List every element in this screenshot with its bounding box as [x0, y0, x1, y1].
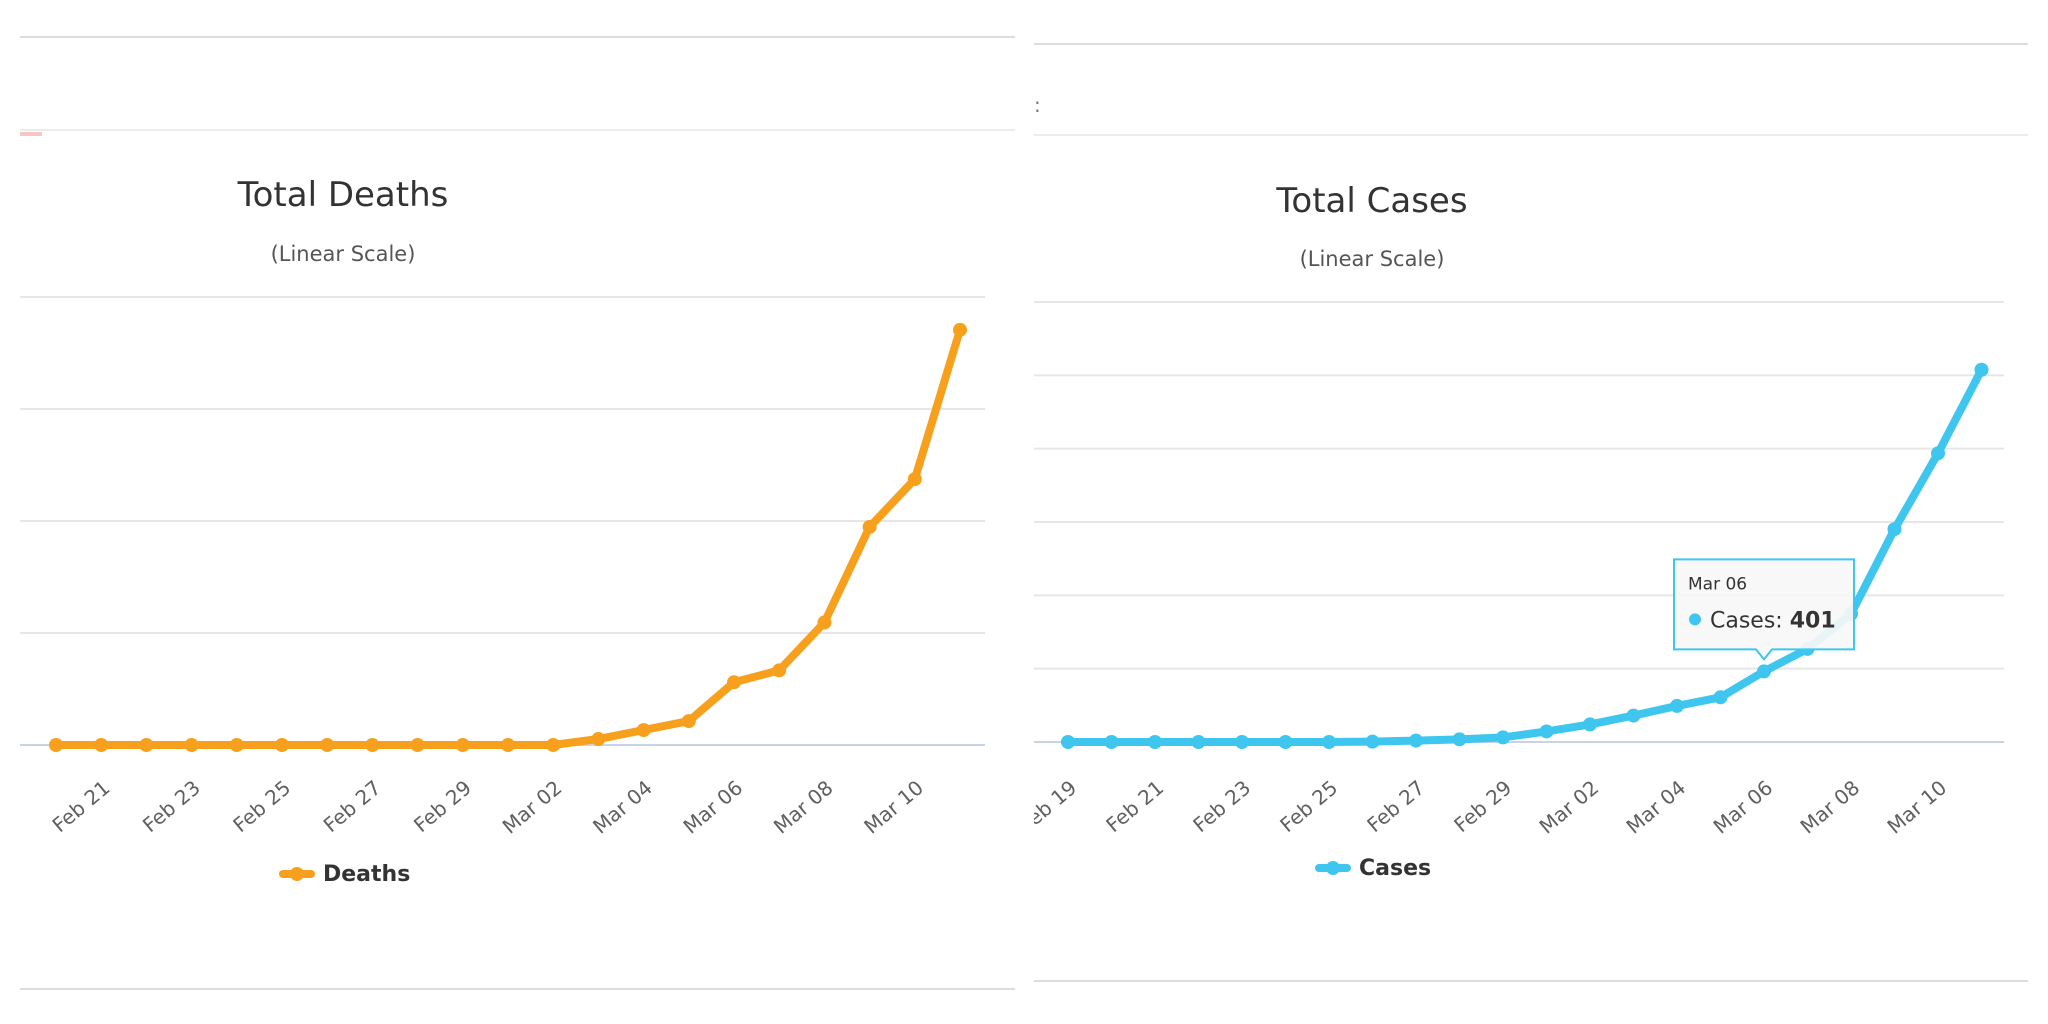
data-point[interactable] [1452, 732, 1467, 747]
data-point[interactable] [681, 714, 696, 729]
x-tick-label: Mar 04 [1622, 775, 1691, 838]
data-point[interactable] [1496, 730, 1510, 745]
legend-symbol-marker [290, 867, 304, 881]
data-point[interactable] [1148, 735, 1162, 749]
legend-label: Deaths [323, 862, 410, 887]
tooltip-series-label: Cases: 401 [1710, 608, 1836, 633]
chart-title: Total Deaths [237, 175, 449, 215]
data-point[interactable] [1539, 724, 1554, 739]
data-point[interactable] [365, 738, 380, 752]
data-point[interactable] [94, 738, 109, 752]
data-point[interactable] [275, 738, 289, 752]
data-point[interactable] [1757, 664, 1771, 679]
x-tick-label: Feb 27 [319, 775, 386, 837]
x-tick-label: Mar 06 [679, 775, 748, 838]
x-tick-label: Mar 02 [1535, 775, 1604, 838]
data-point[interactable] [1974, 362, 1989, 377]
data-point[interactable] [1322, 735, 1336, 749]
x-tick-label: Feb 25 [1275, 775, 1342, 837]
data-point[interactable] [1191, 735, 1206, 749]
data-point[interactable] [1409, 733, 1423, 748]
x-tick-label: Mar 04 [588, 775, 657, 838]
chart-title: Total Cases [1275, 181, 1467, 221]
series-line [1064, 365, 1986, 746]
x-tick-label: Mar 10 [1883, 775, 1952, 838]
x-tick-label: Feb 21 [1101, 775, 1168, 837]
data-point[interactable] [410, 738, 425, 752]
data-point[interactable] [1670, 698, 1684, 713]
data-point[interactable] [953, 322, 967, 337]
tooltip-date: Mar 06 [1688, 574, 1747, 594]
deaths-chart: Total Deaths (Linear Scale) Feb 21 Feb 23 Fe… [20, 175, 985, 887]
data-point[interactable] [1235, 735, 1249, 749]
data-point[interactable] [862, 519, 877, 534]
x-tick-label: Feb 29 [1449, 775, 1516, 837]
data-point[interactable] [455, 738, 470, 752]
data-point[interactable] [1626, 708, 1641, 723]
tooltip-value: 401 [1790, 608, 1836, 633]
legend-item[interactable]: Deaths [279, 862, 410, 887]
data-point[interactable] [817, 615, 832, 630]
panel-top-divider [20, 36, 1015, 38]
chart-subtitle: (Linear Scale) [271, 242, 416, 266]
panel-header-divider [1034, 134, 2028, 136]
x-tick-label: Mar 08 [1796, 775, 1865, 838]
x-tick-label: Feb 23 [138, 775, 205, 837]
tooltip-series-marker [1689, 613, 1701, 626]
data-point[interactable] [1931, 446, 1945, 461]
x-tick-label: Mar 02 [498, 775, 567, 838]
data-point[interactable] [229, 738, 244, 752]
data-point[interactable] [1104, 735, 1119, 749]
data-point[interactable] [636, 723, 651, 738]
x-tick-label: Mar 06 [1709, 775, 1778, 838]
chart-subtitle: (Linear Scale) [1300, 247, 1445, 271]
data-point[interactable] [1365, 734, 1380, 749]
data-point[interactable] [772, 663, 787, 678]
tooltip: Mar 06 Cases: 401 [1673, 558, 1855, 662]
data-point[interactable] [1887, 522, 1902, 537]
legend-label: Cases [1359, 856, 1431, 881]
panel-bottom-divider [1034, 980, 2028, 982]
panel-top-divider [1034, 43, 2028, 45]
data-point[interactable] [546, 738, 561, 752]
data-point[interactable] [1583, 717, 1597, 732]
x-tick-label: Mar 10 [859, 775, 928, 838]
data-point[interactable] [501, 738, 515, 752]
tooltip-box [1673, 558, 1855, 662]
panel-header-divider [20, 129, 1015, 131]
panel-gap [1024, 0, 1034, 1024]
x-tick-label: Feb 27 [1362, 775, 1429, 837]
x-tick-label: Mar 08 [769, 775, 838, 838]
data-point[interactable] [320, 738, 335, 752]
x-tick-label: Feb 25 [228, 775, 295, 837]
data-point[interactable] [727, 675, 741, 690]
x-tick-label: Feb 29 [409, 775, 476, 837]
deaths-chart-panel: Total Deaths (Linear Scale) Feb 21 Feb 23 Fe… [20, 36, 1015, 990]
x-tick-label: Feb 21 [47, 775, 114, 837]
data-point[interactable] [139, 738, 154, 752]
legend-symbol-marker [1326, 861, 1340, 875]
x-tick-label: Feb 19 [1034, 775, 1081, 837]
data-point[interactable] [1278, 735, 1293, 749]
data-point[interactable] [1713, 690, 1728, 705]
legend-item[interactable]: Cases [1315, 856, 1431, 881]
decorative-mark [20, 132, 42, 136]
data-point[interactable] [184, 738, 199, 752]
cases-chart: Total Cases (Linear Scale) Feb 19 Feb 21 Feb… [1034, 181, 2004, 881]
panel-bottom-divider [20, 988, 1015, 990]
data-point[interactable] [907, 472, 922, 487]
stray-text: : [1034, 93, 1041, 117]
x-tick-label: Feb 23 [1188, 775, 1255, 837]
data-point[interactable] [591, 732, 606, 747]
cases-chart-panel: Total Cases (Linear Scale) Feb 19 Feb 21 Feb… [1034, 0, 2048, 1024]
data-point[interactable] [1061, 735, 1075, 749]
data-point[interactable] [49, 738, 63, 752]
series-line [52, 325, 964, 749]
